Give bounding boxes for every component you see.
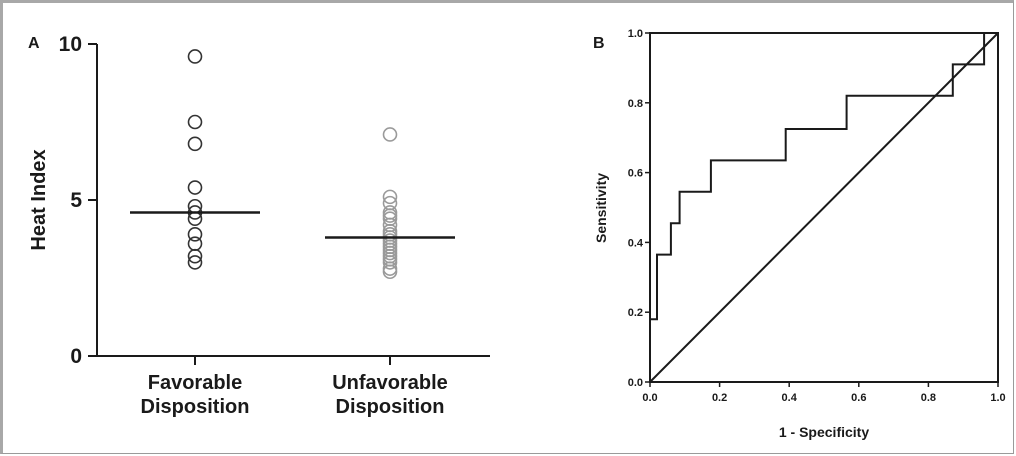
panel-a-data-point [382, 255, 398, 270]
panel-a: A Heat Index 0 5 10 Favorable Disposition Un… [28, 33, 490, 418]
panel-a-data-point [382, 189, 398, 205]
panel-a-data-point [187, 136, 203, 152]
panel-a-data-point [187, 114, 203, 130]
panel-b-y-tick-label: 0.4 [628, 237, 644, 249]
panel-a-y-tick-label: 5 [70, 189, 82, 212]
panel-b-reference-line [649, 32, 999, 383]
panel-b-y-tick-label: 1.0 [628, 28, 643, 40]
panel-a-data-point [187, 49, 203, 64]
panel-a-points [187, 49, 398, 280]
panel-a-y-tick-label: 0 [70, 345, 82, 368]
panel-b-y-tick-label: 0.0 [628, 377, 643, 389]
panel-b-x-tick-label: 0.2 [712, 392, 727, 404]
panel-b-y-tick-label: 0.6 [628, 168, 643, 180]
panel-a-y-axis-label: Heat Index [28, 149, 50, 250]
panel-b-x-tick-label: 1.0 [990, 392, 1005, 404]
panel-a-data-point [187, 248, 203, 264]
panel-b-x-tick-label: 0.6 [851, 392, 866, 404]
panel-a-median-lines [130, 211, 455, 239]
panel-a-data-point [382, 127, 398, 142]
panel-b-x-tick-label: 0.4 [782, 392, 798, 404]
panel-a-data-point [382, 264, 398, 280]
panel-b-x-axis-label: 1 - Specificity [779, 424, 869, 440]
panel-a-category-label: Unfavorable Disposition [332, 372, 448, 418]
panel-b-y-tick-label: 0.2 [628, 307, 643, 319]
panel-b-x-tick-label: 0.8 [921, 392, 936, 404]
panel-b-x-ticks: 0.0 0.2 0.4 0.6 0.8 1.0 [642, 382, 1006, 404]
panel-a-y-ticks: 0 5 10 [59, 33, 97, 368]
panel-a-letter: A [28, 35, 40, 52]
panel-b-y-ticks: 0.0 0.2 0.4 0.6 0.8 1.0 [628, 28, 650, 389]
panel-a-data-point [187, 180, 203, 195]
panel-b-plot-frame [649, 32, 999, 383]
panel-a-category-label: Favorable Disposition [141, 372, 250, 418]
panel-b-roc-curve [649, 32, 998, 382]
panel-b-x-tick-label: 0.0 [642, 392, 657, 404]
panel-a-y-tick-label: 10 [59, 33, 82, 56]
panel-a-x-ticks: Favorable Disposition Unfavorable Dispositi… [141, 356, 448, 418]
panel-b-y-axis-label: Sensitivity [593, 173, 609, 243]
panel-a-data-point [187, 255, 203, 270]
panel-a-data-point [187, 227, 203, 242]
panel-b-lines [649, 32, 999, 383]
panel-b-letter: B [593, 35, 605, 52]
panel-a-data-point [187, 236, 203, 251]
panel-b-y-tick-label: 0.8 [628, 98, 643, 110]
panel-b: B Sensitivity 1 - Specificity 0.0 0.2 0.4 0… [593, 28, 1006, 440]
